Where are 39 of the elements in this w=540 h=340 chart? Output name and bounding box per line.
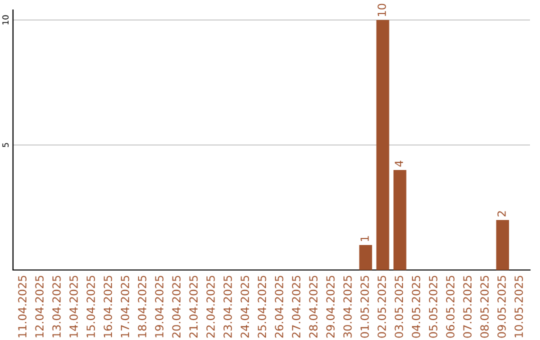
x-tick-label: 01.05.2025 bbox=[360, 276, 369, 338]
x-tick-label: 08.05.2025 bbox=[480, 276, 489, 338]
x-tick-label: 06.05.2025 bbox=[446, 276, 454, 338]
x-tick-label: 07.05.2025 bbox=[463, 276, 472, 338]
x-tick-label: 04.05.2025 bbox=[412, 276, 420, 338]
data-label: 1 bbox=[360, 236, 369, 241]
bar bbox=[393, 170, 406, 270]
x-tick-label: 25.04.2025 bbox=[258, 276, 266, 338]
x-tick-label: 12.04.2025 bbox=[35, 276, 44, 338]
data-label: 2 bbox=[497, 211, 506, 216]
x-tick-label: 28.04.2025 bbox=[309, 276, 318, 338]
x-tick-label: 17.04.2025 bbox=[120, 276, 130, 338]
x-tick-label: 29.04.2025 bbox=[326, 276, 335, 338]
x-tick-label: 09.05.2025 bbox=[497, 276, 506, 338]
bar bbox=[496, 220, 510, 270]
x-tick-label: 19.04.2025 bbox=[155, 276, 164, 338]
x-tick-label: 24.04.2025 bbox=[240, 276, 250, 338]
x-tick-label: 11.04.2025 bbox=[18, 276, 26, 338]
bar bbox=[359, 245, 372, 270]
x-tick-label: 05.05.2025 bbox=[428, 276, 438, 338]
x-tick-label: 02.05.2025 bbox=[378, 276, 386, 338]
x-tick-label: 10.05.2025 bbox=[514, 276, 523, 338]
x-tick-label: 26.04.2025 bbox=[274, 276, 284, 338]
x-tick-label: 13.04.2025 bbox=[52, 276, 61, 338]
y-tick-label: 5 bbox=[2, 143, 9, 148]
data-label: 10 bbox=[378, 4, 386, 16]
x-tick-label: 27.04.2025 bbox=[292, 276, 300, 338]
x-tick-label: 21.04.2025 bbox=[189, 276, 198, 338]
x-tick-label: 22.04.2025 bbox=[206, 276, 215, 338]
x-tick-label: 23.04.2025 bbox=[224, 276, 232, 338]
data-label: 4 bbox=[394, 160, 403, 167]
x-tick-label: 16.04.2025 bbox=[104, 276, 112, 338]
x-tick-label: 14.04.2025 bbox=[69, 276, 78, 338]
x-tick-label: 03.05.2025 bbox=[394, 276, 404, 338]
x-tick-label: 30.04.2025 bbox=[343, 276, 352, 338]
x-tick-label: 18.04.2025 bbox=[138, 276, 146, 338]
bar bbox=[376, 20, 390, 270]
x-tick-label: 20.04.2025 bbox=[172, 276, 181, 338]
x-tick-label: 15.04.2025 bbox=[86, 276, 95, 338]
